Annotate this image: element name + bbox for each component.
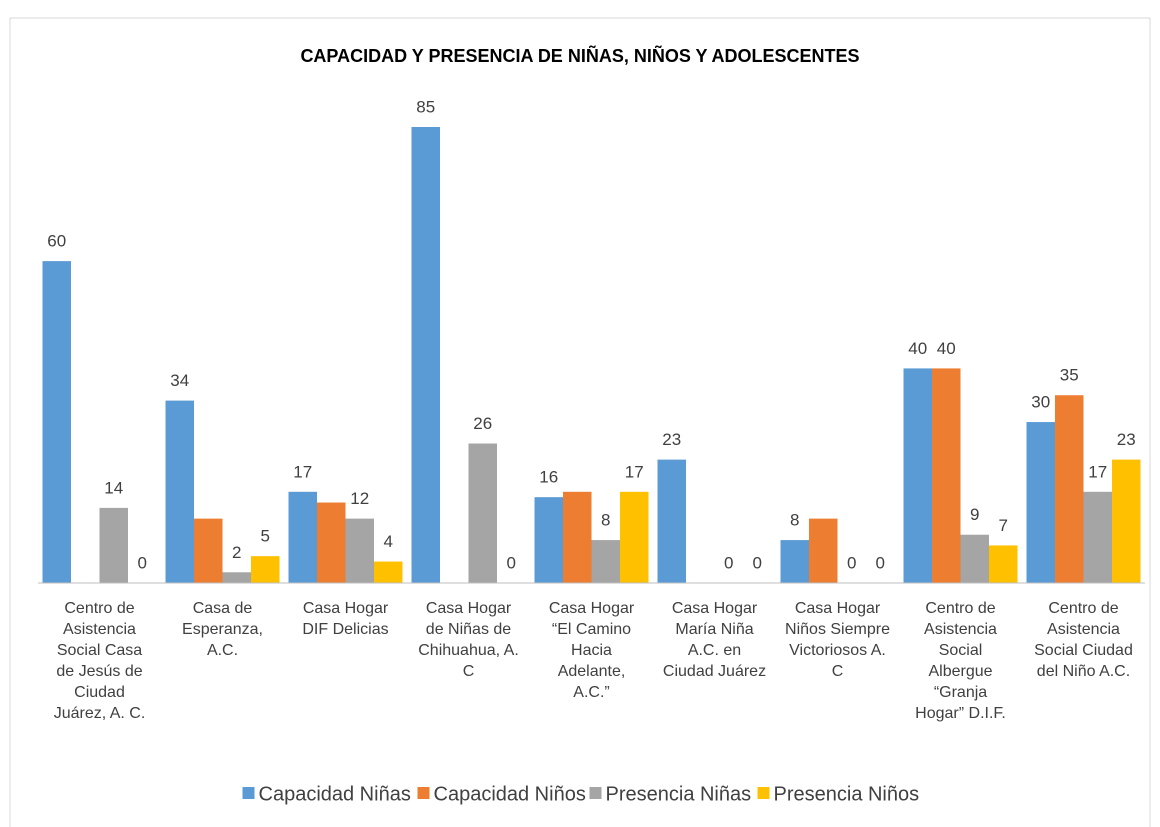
data-label: 2 bbox=[232, 543, 241, 562]
x-tick-label: Casa de Esperanza, A.C. bbox=[182, 600, 263, 659]
bar bbox=[222, 572, 251, 583]
bar bbox=[534, 497, 563, 583]
bar bbox=[468, 443, 497, 583]
bar bbox=[194, 518, 223, 583]
bar bbox=[345, 518, 374, 583]
bar bbox=[99, 507, 128, 583]
data-label: 35 bbox=[1060, 366, 1079, 385]
data-label: 5 bbox=[261, 527, 270, 546]
data-label: 16 bbox=[539, 468, 558, 487]
bar bbox=[317, 502, 346, 583]
bar bbox=[932, 368, 961, 583]
data-label: 14 bbox=[104, 478, 123, 497]
bar bbox=[374, 561, 403, 583]
bar bbox=[165, 400, 194, 583]
x-tick-label: Casa Hogar de Niñas de Chihuahua, A. C bbox=[418, 600, 519, 680]
bar bbox=[960, 534, 989, 583]
bar bbox=[1026, 422, 1055, 583]
bar bbox=[563, 491, 592, 583]
bar bbox=[809, 518, 838, 583]
x-tick-label: Casa Hogar Niños Siempre Victoriosos A. … bbox=[785, 600, 890, 680]
bar bbox=[42, 261, 71, 583]
data-label: 0 bbox=[753, 553, 762, 572]
bar bbox=[288, 491, 317, 583]
data-label: 34 bbox=[170, 371, 189, 390]
legend-label: Presencia Niñas bbox=[606, 783, 752, 805]
data-label: 17 bbox=[625, 462, 644, 481]
x-tick-label: Casa Hogar DIF Delicias bbox=[302, 600, 389, 638]
x-tick-label: Centro de Asistencia Social Ciudad del N… bbox=[1034, 600, 1133, 680]
data-label: 12 bbox=[350, 489, 369, 508]
bar bbox=[780, 540, 809, 583]
data-label: 4 bbox=[384, 532, 393, 551]
x-tick-label: Centro de Asistencia Social Albergue “Gr… bbox=[915, 600, 1006, 722]
data-label: 7 bbox=[999, 516, 1008, 535]
legend-swatch bbox=[242, 787, 255, 799]
x-tick-label: Centro de Asistencia Social Casa de Jesú… bbox=[53, 600, 146, 722]
data-label: 9 bbox=[970, 505, 979, 524]
data-label: 0 bbox=[507, 553, 516, 572]
bar bbox=[1112, 459, 1141, 583]
legend-label: Capacidad Niñas bbox=[259, 783, 411, 805]
legend-swatch bbox=[417, 787, 430, 799]
data-label: 0 bbox=[847, 553, 856, 572]
data-label: 40 bbox=[937, 339, 956, 358]
data-label: 8 bbox=[601, 511, 610, 530]
bar bbox=[411, 127, 440, 583]
legend-swatch bbox=[757, 787, 770, 799]
data-label: 30 bbox=[1031, 393, 1050, 412]
legend-label: Presencia Niños bbox=[774, 783, 920, 805]
data-label: 8 bbox=[790, 511, 799, 530]
data-label: 17 bbox=[1088, 462, 1107, 481]
bar bbox=[251, 556, 280, 583]
data-label: 26 bbox=[473, 414, 492, 433]
x-tick-label: Casa Hogar María Niña A.C. en Ciudad Juá… bbox=[662, 600, 767, 680]
chart-title: CAPACIDAD Y PRESENCIA DE NIÑAS, NIÑOS Y … bbox=[300, 45, 859, 66]
bar bbox=[620, 491, 649, 583]
data-label: 23 bbox=[1117, 430, 1136, 449]
bar bbox=[1083, 491, 1112, 583]
data-label: 85 bbox=[416, 97, 435, 116]
data-label: 17 bbox=[293, 462, 312, 481]
data-label: 23 bbox=[662, 430, 681, 449]
x-tick-label: Casa Hogar “El Camino Hacia Adelante, A.… bbox=[548, 600, 635, 701]
bar bbox=[1055, 395, 1084, 583]
data-label: 0 bbox=[724, 553, 733, 572]
legend-swatch bbox=[589, 787, 602, 799]
bar bbox=[657, 459, 686, 583]
data-label: 0 bbox=[876, 553, 885, 572]
data-label: 60 bbox=[47, 232, 66, 251]
data-label: 40 bbox=[908, 339, 927, 358]
data-label: 0 bbox=[138, 553, 147, 572]
bar bbox=[989, 545, 1018, 583]
bar bbox=[903, 368, 932, 583]
bar bbox=[591, 540, 620, 583]
chart-border bbox=[9, 17, 1151, 827]
legend-label: Capacidad Niños bbox=[434, 783, 586, 805]
